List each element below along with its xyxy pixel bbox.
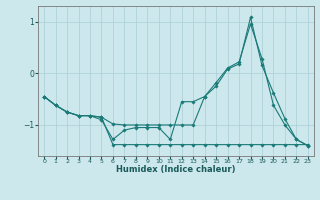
X-axis label: Humidex (Indice chaleur): Humidex (Indice chaleur) [116,165,236,174]
